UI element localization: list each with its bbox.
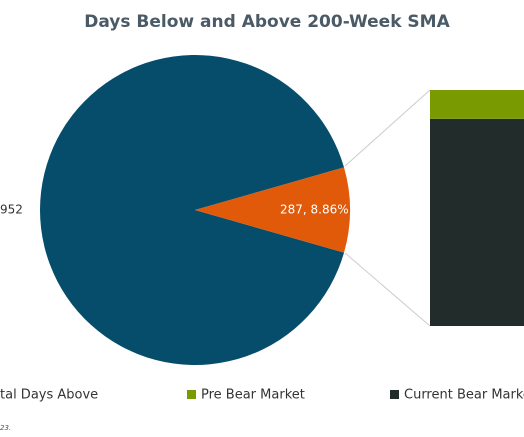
legend-label: Current Bear Marke (404, 388, 524, 403)
pie-slice (195, 167, 350, 253)
slice-label: 287, 8.86% (280, 203, 349, 217)
slice-label: 952 (0, 203, 23, 217)
legend-label: tal Days Above (0, 388, 98, 403)
legend-swatch (390, 390, 399, 399)
pie-slice (39, 54, 345, 365)
connector (344, 89, 431, 167)
bar-segment (430, 90, 524, 119)
legend-swatch (187, 390, 196, 399)
footnote: 23. (0, 424, 11, 432)
bar-segment (430, 118, 524, 326)
connector (344, 252, 431, 327)
chart-title: Days Below and Above 200-Week SMA (84, 12, 450, 32)
legend-label: Pre Bear Market (201, 388, 305, 403)
